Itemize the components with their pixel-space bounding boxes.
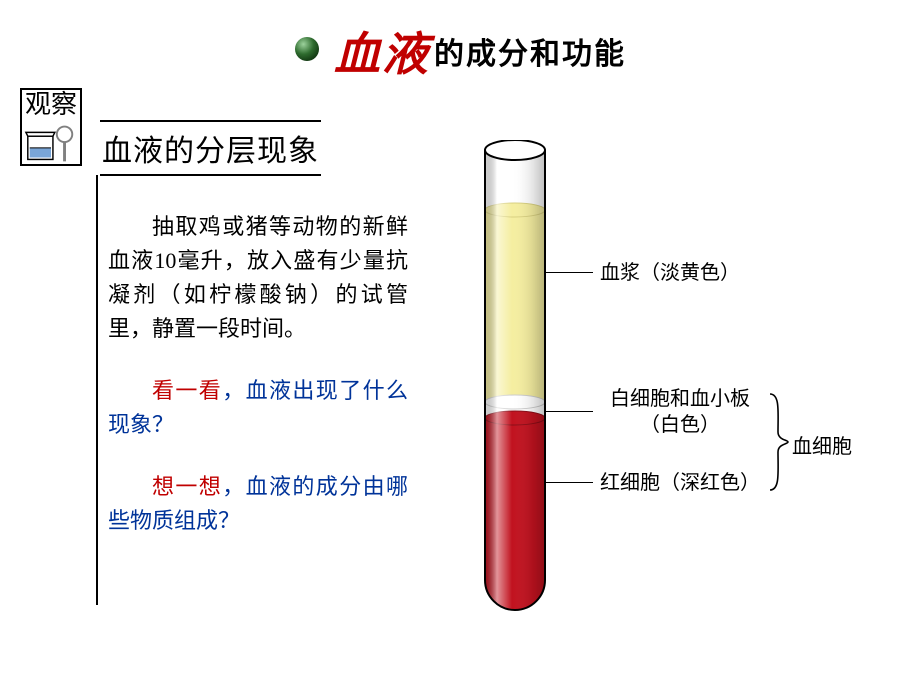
test-tube — [470, 140, 560, 620]
observe-icon — [22, 122, 80, 164]
label-buffy: 白细胞和血小板 （白色） — [600, 386, 760, 438]
p3-highlight: 想一想 — [152, 474, 222, 499]
line-plasma — [545, 272, 593, 273]
label-buffy-l1: 白细胞和血小板 — [610, 388, 750, 410]
body-text: 抽取鸡或猪等动物的新鲜血液10毫升，放入盛有少量抗凝剂（如柠檬酸钠）的试管里，静… — [108, 210, 408, 566]
slide-root: 血液 的成分和功能 观察 血液的分层现象 抽取鸡或猪等动物的新鲜血液10毫升，放… — [0, 0, 920, 690]
label-buffy-l2: （白色） — [640, 414, 720, 436]
label-plasma: 血浆（淡黄色） — [600, 260, 740, 286]
slide-title: 血液 的成分和功能 — [0, 18, 920, 84]
paragraph-3: 想一想，血液的成分由哪些物质组成？ — [108, 470, 408, 538]
title-sub: 的成分和功能 — [434, 29, 626, 73]
line-rbc — [545, 482, 593, 483]
paragraph-1: 抽取鸡或猪等动物的新鲜血液10毫升，放入盛有少量抗凝剂（如柠檬酸钠）的试管里，静… — [108, 210, 408, 346]
tube-svg — [470, 140, 560, 620]
section-title: 血液的分层现象 — [100, 120, 321, 176]
line-buffy — [545, 411, 593, 412]
title-main: 血液 — [334, 18, 430, 84]
observe-label: 观察 — [22, 90, 80, 122]
body-divider — [96, 175, 98, 605]
tube-diagram: 血浆（淡黄色） 白细胞和血小板 （白色） 红细胞（深红色） 血细胞 — [440, 140, 900, 660]
brace-icon — [768, 392, 790, 492]
label-rbc: 红细胞（深红色） — [600, 470, 760, 496]
observe-box: 观察 — [20, 88, 82, 166]
bullet-icon — [294, 36, 320, 67]
paragraph-2: 看一看，血液出现了什么现象？ — [108, 374, 408, 442]
brace-label: 血细胞 — [792, 430, 852, 459]
p2-highlight: 看一看 — [152, 378, 222, 403]
